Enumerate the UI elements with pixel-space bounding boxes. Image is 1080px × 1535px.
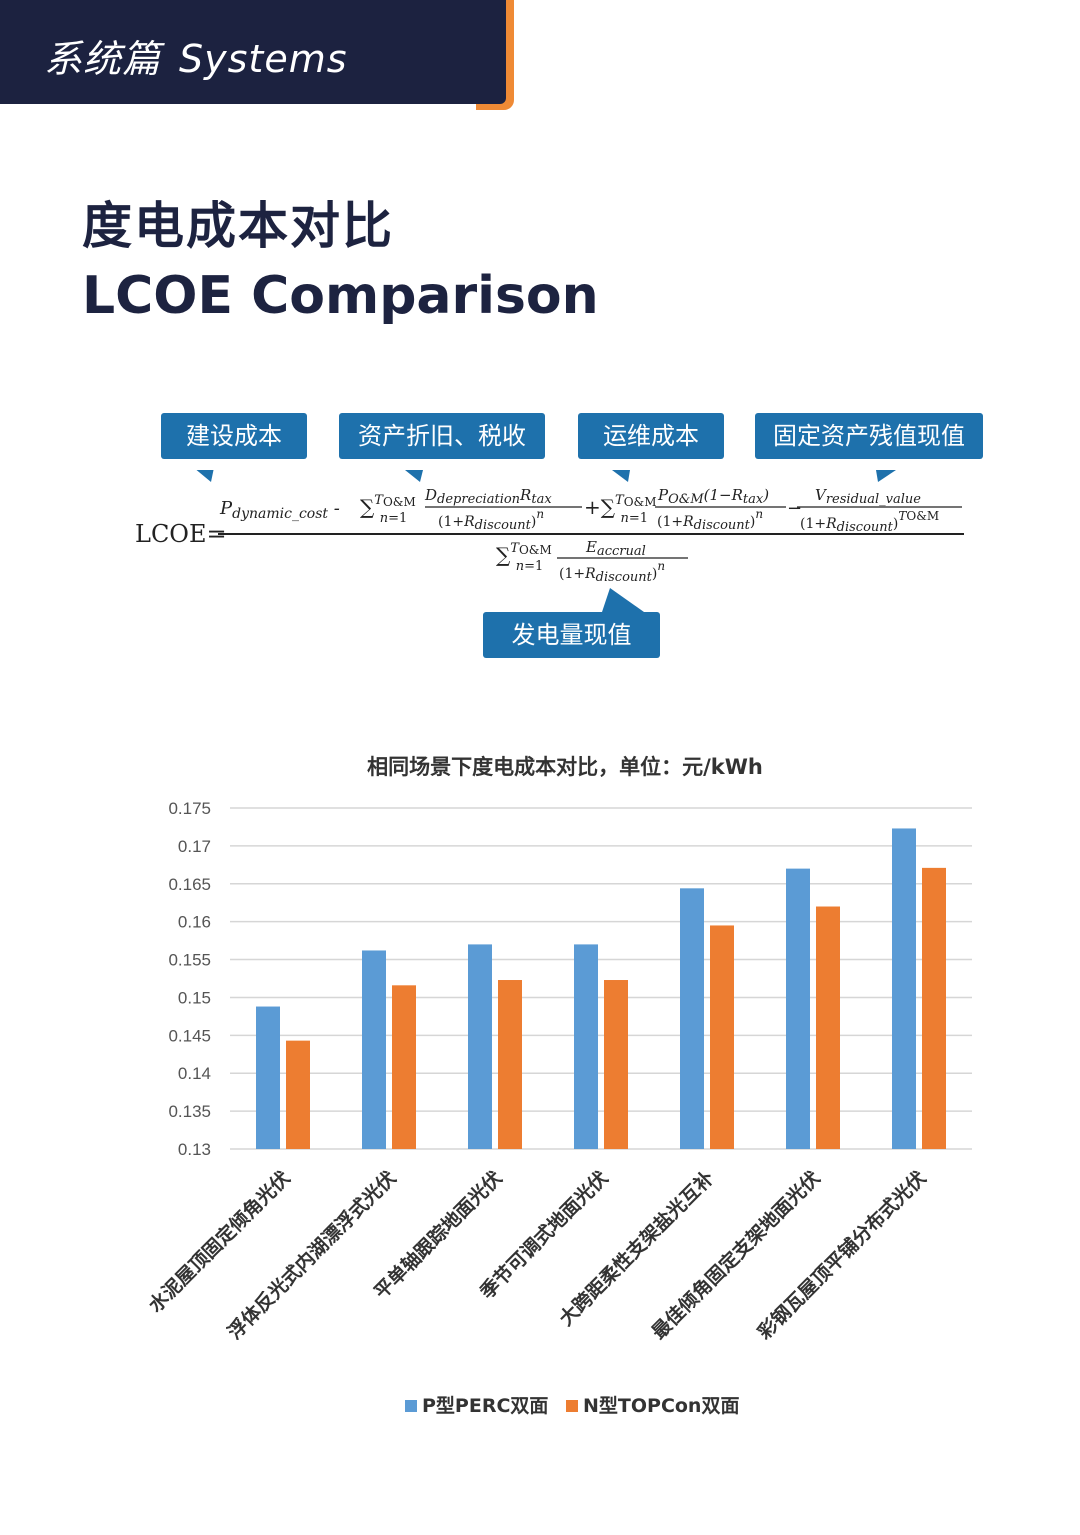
chart-bars <box>256 828 946 1149</box>
y-tick-label: 0.145 <box>168 1026 211 1045</box>
legend-swatch <box>405 1400 417 1412</box>
formula-lhs: LCOE= <box>135 520 227 548</box>
callout-depreciation-tax: 资产折旧、税收 <box>339 413 545 459</box>
section-label-zh: 系统篇 <box>44 37 162 81</box>
bar-topcon-0 <box>286 1040 310 1149</box>
section-label-en: Systems <box>179 37 348 81</box>
y-tick-label: 0.17 <box>178 837 211 856</box>
x-category-label: 最佳倾角固定支架地面光伏 <box>647 1166 824 1343</box>
y-tick-label: 0.155 <box>168 951 211 970</box>
bar-topcon-5 <box>816 906 840 1149</box>
callout-pointer <box>405 470 423 482</box>
bar-topcon-2 <box>498 980 522 1149</box>
bar-perc-1 <box>362 950 386 1149</box>
x-axis-labels: 水泥屋顶固定倾角光伏浮体反光式内湖漂浮式光伏平单轴跟踪地面光伏季节可调式地面光伏… <box>144 1166 931 1344</box>
legend-swatch <box>566 1400 578 1412</box>
bar-topcon-4 <box>710 925 734 1149</box>
y-tick-label: 0.165 <box>168 875 211 894</box>
formula-sum: +∑TO&M n=1 <box>584 493 657 526</box>
bar-perc-0 <box>256 1006 280 1149</box>
chart-title: 相同场景下度电成本对比，单位：元/kWh <box>367 755 763 779</box>
legend-label: P型PERC双面 <box>422 1394 548 1417</box>
bar-perc-3 <box>574 944 598 1149</box>
lcoe-formula: LCOE= Pdynamic_cost - ∑TO&M n=1 Ddeprecia… <box>135 470 964 612</box>
x-category-label: 浮体反光式内湖漂浮式光伏 <box>223 1166 400 1343</box>
chart-gridlines <box>230 807 972 1150</box>
page-title-en: LCOE Comparison <box>82 266 599 326</box>
bar-perc-6 <box>892 828 916 1149</box>
y-tick-label: 0.13 <box>178 1140 211 1159</box>
legend-label: N型TOPCon双面 <box>583 1394 739 1417</box>
formula-term: PO&M(1−Rtax) <box>657 486 769 507</box>
callout-construction-cost: 建设成本 <box>161 413 307 459</box>
lcoe-bar-chart: 相同场景下度电成本对比，单位：元/kWh 0.1750.170.1650.160… <box>144 755 972 1417</box>
chart-legend: P型PERC双面 N型TOPCon双面 <box>405 1394 739 1417</box>
formula-sum: ∑TO&M n=1 <box>496 541 552 574</box>
formula-term: (1+Rdiscount)n <box>657 507 763 533</box>
bar-perc-5 <box>786 868 810 1149</box>
y-tick-label: 0.15 <box>178 988 211 1007</box>
callout-energy-present-value: 发电量现值 <box>483 612 660 658</box>
y-tick-label: 0.16 <box>178 913 211 932</box>
formula-term: Pdynamic_cost - <box>219 498 340 522</box>
y-tick-label: 0.14 <box>178 1064 211 1083</box>
callout-pointer <box>602 588 644 612</box>
bar-perc-4 <box>680 888 704 1149</box>
callout-pointer <box>612 470 630 482</box>
formula-term: Eaccrual <box>585 538 646 559</box>
formula-term: DdepreciationRtax <box>424 486 552 507</box>
section-label: 系统篇 Systems <box>44 28 348 83</box>
bar-topcon-6 <box>922 867 946 1149</box>
callout-pointer <box>876 470 896 482</box>
bar-topcon-3 <box>604 980 628 1149</box>
y-axis-ticks: 0.175 0.17 0.165 0.16 0.155 0.15 0.145 0.14 0.13… <box>168 799 211 1159</box>
formula-term: Vresidual_value <box>815 486 921 507</box>
callout-residual-value: 固定资产残值现值 <box>755 413 983 459</box>
formula-sum: ∑TO&M n=1 <box>360 493 416 526</box>
formula-operator: − <box>787 498 802 519</box>
formula-term: (1+Rdiscount)n <box>438 507 544 533</box>
callout-pointer <box>196 470 214 482</box>
bar-topcon-1 <box>392 985 416 1149</box>
bar-perc-2 <box>468 944 492 1149</box>
section-banner: 系统篇 Systems <box>0 0 506 104</box>
y-tick-label: 0.175 <box>168 799 211 818</box>
formula-term: (1+Rdiscount)TO&M <box>800 509 939 535</box>
y-tick-label: 0.135 <box>168 1102 211 1121</box>
x-category-label: 彩钢瓦屋顶平铺分布式光伏 <box>752 1166 930 1344</box>
page-title-zh: 度电成本对比 <box>82 197 394 255</box>
callout-om-cost: 运维成本 <box>578 413 724 459</box>
formula-term: (1+Rdiscount)n <box>559 559 665 585</box>
